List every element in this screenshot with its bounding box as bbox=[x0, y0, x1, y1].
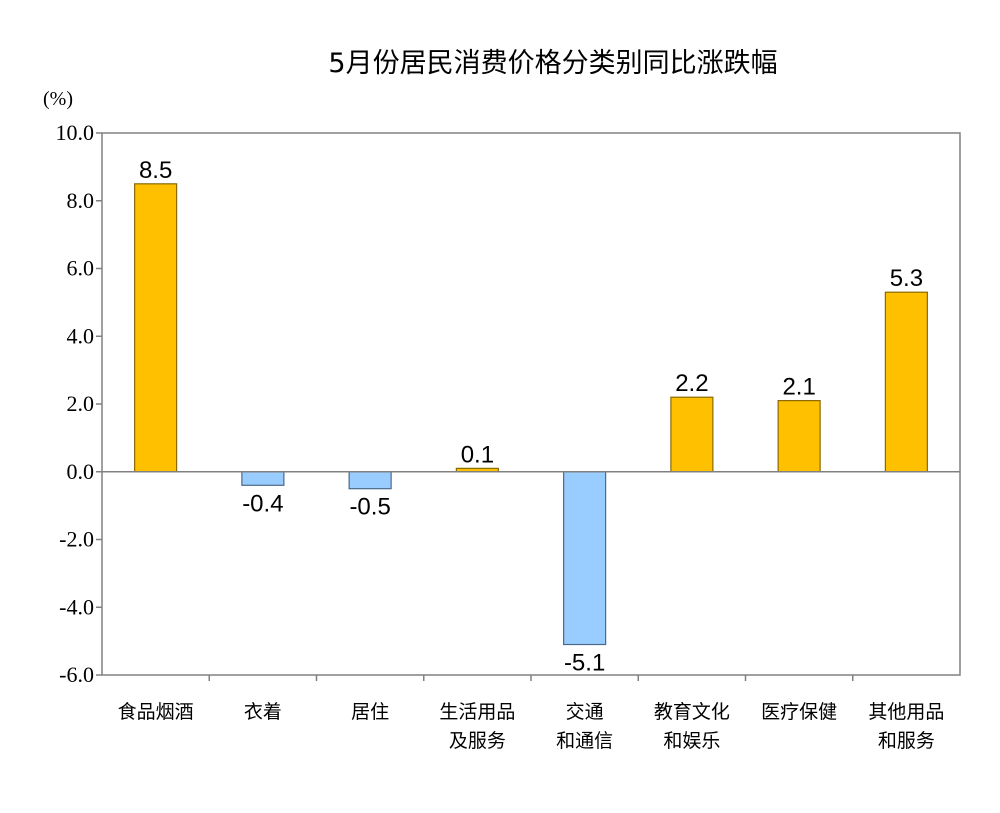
plot-area-frame bbox=[101, 132, 961, 676]
x-tick-label-6-0: 医疗保健 bbox=[761, 701, 837, 723]
y-tick-label: 10.0 bbox=[56, 120, 95, 145]
bar-2 bbox=[348, 471, 392, 490]
y-tick-label: 4.0 bbox=[67, 323, 95, 348]
bar-0 bbox=[134, 183, 178, 473]
x-tick-label-0-0: 食品烟酒 bbox=[118, 701, 194, 723]
bar-7 bbox=[884, 291, 928, 473]
x-tick-label-4-1: 和通信 bbox=[556, 730, 613, 752]
x-tick-label-4-0: 交通 bbox=[566, 701, 604, 723]
y-tick-label: -4.0 bbox=[59, 594, 94, 619]
y-tick-label: 6.0 bbox=[67, 256, 95, 281]
data-label-1: -0.4 bbox=[242, 490, 283, 517]
y-tick-label: -2.0 bbox=[59, 527, 94, 552]
x-tick-label-5-1: 和娱乐 bbox=[663, 730, 720, 752]
data-label-6: 2.1 bbox=[782, 374, 815, 401]
data-labels: 8.5 -0.4 -0.5 0.1 -5.1 2.2 2.1 5.3 bbox=[139, 157, 923, 677]
y-tick-label: -6.0 bbox=[59, 662, 94, 687]
data-label-3: 0.1 bbox=[461, 441, 494, 468]
y-tick-label: 0.0 bbox=[67, 459, 95, 484]
x-tick-label-2-0: 居住 bbox=[351, 701, 389, 723]
chart-title: 5月份居民消费价格分类别同比涨跌幅 bbox=[328, 48, 777, 79]
y-axis-unit-label: (%) bbox=[43, 88, 73, 110]
data-label-4: -5.1 bbox=[564, 650, 605, 677]
y-tick-label: 8.0 bbox=[67, 188, 95, 213]
bars bbox=[134, 183, 928, 646]
y-axis-ticks: 10.0 8.0 6.0 4.0 2.0 0.0 -2.0 -4.0 -6.0 bbox=[56, 120, 102, 687]
bar-4 bbox=[563, 471, 607, 646]
y-tick-label: 2.0 bbox=[67, 391, 95, 416]
bar-5 bbox=[670, 396, 714, 473]
x-tick-label-5-0: 教育文化 bbox=[654, 701, 730, 723]
x-tick-label-3-0: 生活用品 bbox=[439, 701, 515, 723]
data-label-5: 2.2 bbox=[675, 370, 708, 397]
x-tick-label-7-0: 其他用品 bbox=[868, 701, 944, 723]
x-tick-label-3-1: 及服务 bbox=[449, 730, 506, 752]
data-label-7: 5.3 bbox=[890, 265, 923, 292]
bar-1 bbox=[241, 471, 285, 486]
data-label-2: -0.5 bbox=[349, 494, 390, 521]
x-tick-label-7-1: 和服务 bbox=[878, 730, 935, 752]
data-label-0: 8.5 bbox=[139, 157, 172, 184]
bar-6 bbox=[777, 400, 821, 473]
x-tick-label-1-0: 衣着 bbox=[244, 701, 282, 723]
